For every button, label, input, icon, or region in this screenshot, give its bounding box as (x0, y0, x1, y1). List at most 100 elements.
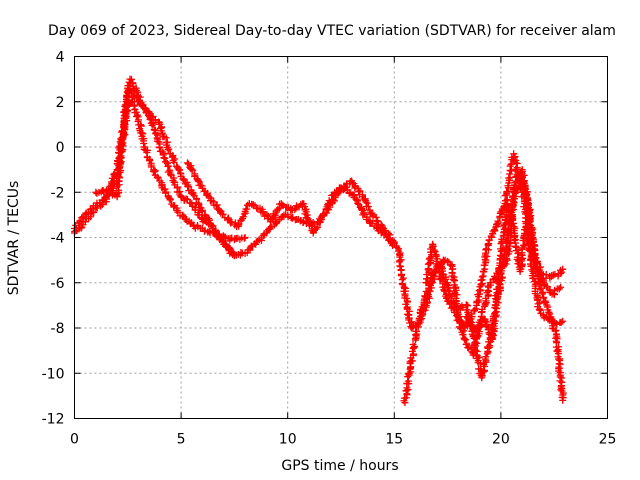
x-axis-label: GPS time / hours (281, 458, 398, 474)
data-point-marker (509, 216, 517, 224)
data-point-marker (467, 321, 475, 329)
data-point-marker (443, 257, 451, 265)
data-point-marker (317, 215, 325, 223)
data-point-marker (308, 227, 316, 235)
data-point-marker (354, 199, 362, 207)
data-point-marker (400, 287, 408, 295)
y-tick-labels: -12 -10 -8 -6 -4 -2 0 2 4 (42, 50, 65, 428)
data-point-marker (209, 222, 217, 230)
data-point-marker (481, 317, 489, 325)
data-point-marker (259, 209, 267, 217)
data-point-marker (120, 124, 128, 132)
data-point-marker (544, 283, 552, 291)
data-point-marker (368, 209, 376, 217)
data-point-marker (154, 174, 162, 182)
data-point-marker (490, 328, 498, 336)
data-point-marker (174, 165, 182, 173)
y-tick-label: -10 (42, 366, 65, 382)
data-point-marker (542, 274, 550, 282)
data-point-marker (137, 100, 145, 108)
data-point-marker (555, 367, 563, 375)
data-point-marker (170, 158, 178, 166)
data-point-marker (429, 242, 437, 250)
x-tick-label: 20 (492, 432, 510, 448)
data-point-marker (459, 331, 467, 339)
x-tick-label: 25 (599, 432, 617, 448)
data-point-marker (319, 211, 327, 219)
series-track-c (92, 84, 398, 260)
data-point-marker (489, 316, 497, 324)
data-point-marker (512, 177, 520, 185)
data-point-marker (166, 196, 174, 204)
data-point-marker (393, 243, 401, 251)
data-point-marker (449, 275, 457, 283)
data-point-marker (472, 305, 480, 313)
data-point-marker (470, 306, 478, 314)
data-point-marker (202, 215, 210, 223)
data-point-marker (155, 144, 163, 152)
data-point-marker (555, 285, 563, 293)
data-point-marker (242, 205, 250, 213)
data-point-marker (427, 274, 435, 282)
data-point-marker (557, 318, 565, 326)
data-point-marker (429, 243, 437, 251)
data-points (71, 75, 567, 407)
data-point-marker (164, 146, 172, 154)
data-point-marker (359, 191, 367, 199)
data-point-marker (496, 251, 504, 259)
data-point-marker (351, 184, 359, 192)
data-point-marker (358, 206, 366, 214)
data-point-marker (491, 227, 499, 235)
data-point-marker (207, 221, 215, 229)
data-point-marker (263, 211, 271, 219)
data-point-marker (162, 158, 170, 166)
x-tick-labels: 0 5 10 15 20 25 (70, 432, 616, 448)
data-point-marker (510, 155, 518, 163)
data-point-marker (173, 207, 181, 215)
data-point-marker (538, 290, 546, 298)
data-point-marker (499, 244, 507, 252)
data-point-marker (320, 210, 328, 218)
data-point-marker (222, 242, 230, 250)
data-point-marker (551, 270, 559, 278)
data-point-marker (189, 166, 197, 174)
data-point-marker (520, 242, 528, 250)
data-point-marker (548, 272, 556, 280)
data-point-marker (130, 102, 138, 110)
series-track-h (463, 200, 567, 343)
data-point-marker (234, 221, 242, 229)
y-axis-label: SDTVAR / TECUs (6, 181, 22, 296)
data-point-marker (363, 199, 371, 207)
data-point-marker (78, 214, 86, 222)
data-point-marker (556, 266, 564, 274)
data-point-marker (127, 75, 135, 83)
data-point-marker (303, 214, 311, 222)
data-point-marker (270, 213, 278, 221)
data-point-marker (378, 222, 386, 230)
data-point-marker (505, 240, 513, 248)
x-tick-label: 10 (279, 432, 297, 448)
data-point-marker (525, 247, 533, 255)
axis-ticks (74, 56, 608, 419)
y-tick-label: -4 (51, 231, 65, 247)
y-tick-label: 0 (56, 140, 65, 156)
data-point-marker (113, 192, 121, 200)
data-point-marker (486, 342, 494, 350)
data-point-marker (545, 308, 553, 316)
data-point-marker (93, 201, 101, 209)
data-point-marker (474, 291, 482, 299)
data-point-marker (293, 216, 301, 224)
data-point-marker (399, 274, 407, 282)
data-point-marker (364, 202, 372, 210)
data-point-marker (435, 265, 443, 273)
data-point-marker (492, 308, 500, 316)
data-point-marker (363, 213, 371, 221)
data-point-marker (558, 393, 566, 401)
data-point-marker (536, 299, 544, 307)
data-point-marker (151, 116, 159, 124)
data-point-marker (240, 234, 248, 242)
data-point-marker (182, 195, 190, 203)
data-point-marker (489, 331, 497, 339)
data-point-marker (90, 205, 98, 213)
